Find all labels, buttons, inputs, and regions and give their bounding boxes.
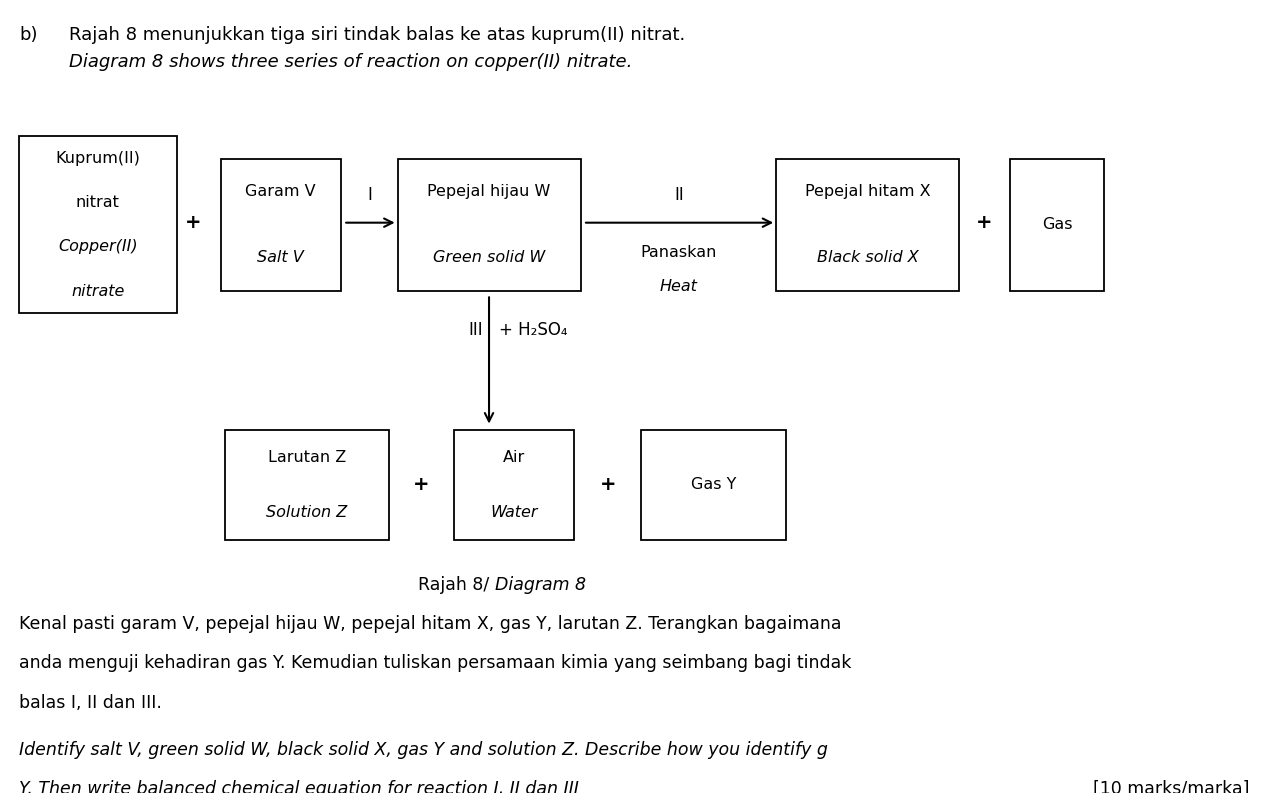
Text: Green solid W: Green solid W [433, 250, 545, 265]
FancyBboxPatch shape [19, 136, 177, 313]
Text: anda menguji kehadiran gas Y. Kemudian tuliskan persamaan kimia yang seimbang ba: anda menguji kehadiran gas Y. Kemudian t… [19, 654, 852, 672]
Text: Copper(II): Copper(II) [58, 239, 138, 255]
Text: Larutan Z: Larutan Z [268, 450, 346, 465]
FancyBboxPatch shape [1010, 159, 1104, 290]
Text: Y. Then write balanced chemical equation for reaction I, II dan III: Y. Then write balanced chemical equation… [19, 780, 579, 793]
Text: Black solid X: Black solid X [817, 250, 919, 265]
Text: + H₂SO₄: + H₂SO₄ [500, 321, 568, 339]
FancyBboxPatch shape [641, 431, 786, 540]
Text: [10 marks/marka]: [10 marks/marka] [1093, 780, 1249, 793]
Text: Gas: Gas [1041, 217, 1073, 232]
FancyBboxPatch shape [221, 159, 341, 290]
Text: Pepejal hijau W: Pepejal hijau W [428, 184, 550, 199]
Text: Diagram 8 shows three series of reaction on copper(II) nitrate.: Diagram 8 shows three series of reaction… [69, 53, 632, 71]
Text: I: I [367, 186, 372, 204]
Text: Kuprum(II): Kuprum(II) [56, 151, 140, 166]
Text: Rajah 8/: Rajah 8/ [418, 576, 495, 594]
Text: +: + [599, 475, 616, 494]
Text: Air: Air [504, 450, 525, 465]
FancyBboxPatch shape [398, 159, 581, 290]
FancyBboxPatch shape [776, 159, 959, 290]
Text: +: + [976, 213, 993, 232]
Text: Kenal pasti garam V, pepejal hijau W, pepejal hitam X, gas Y, larutan Z. Terangk: Kenal pasti garam V, pepejal hijau W, pe… [19, 615, 842, 633]
Text: b): b) [19, 26, 38, 44]
Text: Identify salt V, green solid W, black solid X, gas Y and solution Z. Describe ho: Identify salt V, green solid W, black so… [19, 741, 828, 759]
FancyBboxPatch shape [454, 431, 574, 540]
Text: Pepejal hitam X: Pepejal hitam X [805, 184, 930, 199]
Text: III: III [468, 321, 483, 339]
Text: Solution Z: Solution Z [266, 505, 347, 520]
Text: Gas Y: Gas Y [692, 477, 736, 492]
Text: balas I, II dan III.: balas I, II dan III. [19, 694, 162, 711]
Text: Rajah 8 menunjukkan tiga siri tindak balas ke atas kuprum(II) nitrat.: Rajah 8 menunjukkan tiga siri tindak bal… [69, 26, 685, 44]
Text: nitrat: nitrat [76, 195, 120, 210]
Text: Water: Water [491, 505, 538, 520]
Text: Panaskan: Panaskan [641, 245, 717, 260]
Text: Heat: Heat [660, 279, 698, 294]
Text: Salt V: Salt V [257, 250, 304, 265]
Text: Diagram 8: Diagram 8 [495, 576, 586, 594]
Text: II: II [674, 186, 684, 204]
Text: +: + [413, 475, 430, 494]
Text: +: + [184, 213, 202, 232]
Text: Garam V: Garam V [246, 184, 316, 199]
FancyBboxPatch shape [225, 431, 389, 540]
Text: nitrate: nitrate [71, 284, 125, 299]
